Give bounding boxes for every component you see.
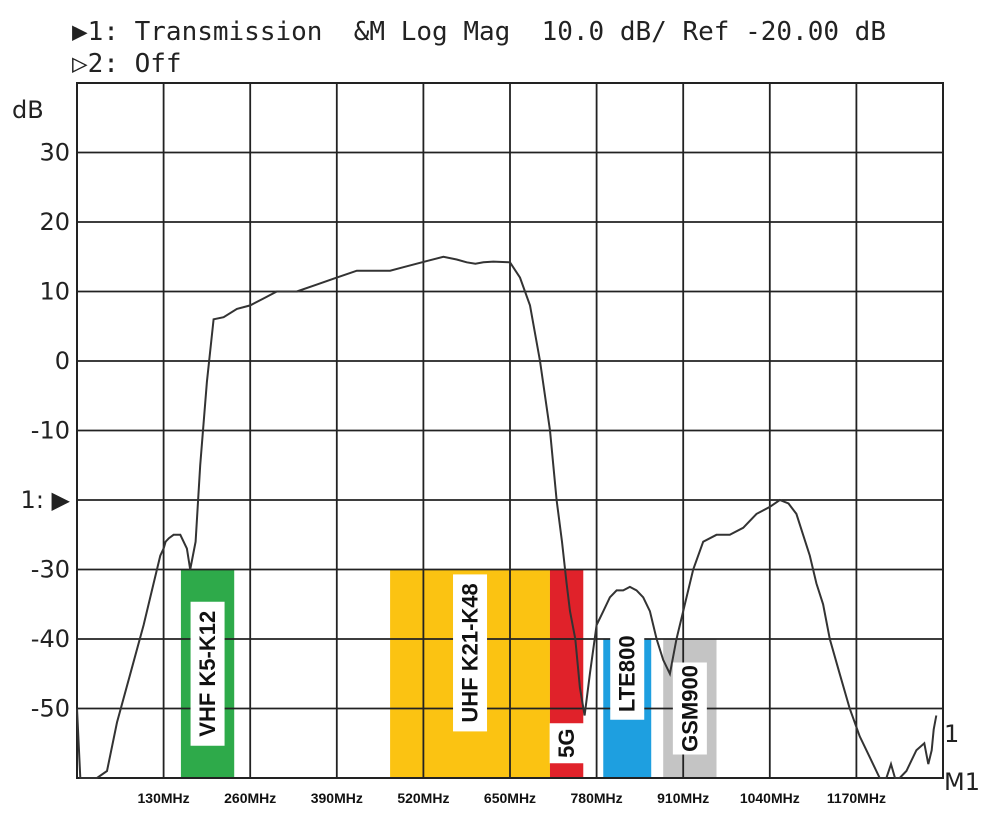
x-tick-label-4: 650MHz (484, 790, 536, 806)
band-label-text-2: 5G (554, 729, 579, 758)
trace-line-0 (76, 255, 938, 779)
band-label-4: GSM900 (672, 662, 707, 755)
y-tick-label-8: -50 (31, 695, 70, 723)
x-tick-layer: 130MHz 260MHz 390MHz 520MHz 650MHz 780MHz 910M… (138, 790, 886, 806)
trace1-header: ▶1: Transmission &M Log Mag 10.0 dB/ Ref… (72, 17, 886, 47)
band-label-0: VHF K5-K12 (190, 601, 225, 746)
band-label-box-3 (610, 627, 645, 720)
trace-layer (76, 255, 938, 779)
plot-frame (76, 82, 944, 779)
band-label-text-4: GSM900 (677, 665, 702, 752)
y-axis-label: dB (12, 96, 44, 124)
y-tick-label-3: 0 (55, 347, 70, 375)
x-tick-label-0: 130MHz (138, 790, 190, 806)
band-label-3: LTE800 (610, 627, 645, 720)
x-tick-label-5: 780MHz (571, 790, 623, 806)
y-tick-label-6: -30 (31, 556, 70, 584)
grid-layer (77, 83, 943, 779)
marker-m1-label: M1 (944, 768, 980, 796)
band-label-box-4 (672, 662, 707, 755)
x-tick-label-1: 260MHz (224, 790, 276, 806)
band-label-text-1: UHF K21-K48 (458, 583, 483, 722)
y-tick-label-0: 30 (39, 139, 70, 167)
x-tick-label-8: 1170MHz (827, 790, 886, 806)
marker-1-label: 1 (944, 720, 959, 748)
band-label-box-0 (190, 601, 225, 746)
band-label-box-1 (453, 574, 488, 732)
band-label-layer: VHF K5-K12 UHF K21-K48 5G LTE800 GSM900 (190, 574, 707, 764)
band-label-box-2 (549, 723, 584, 764)
y-tick-label-1: 20 (39, 208, 70, 236)
trace2-header: ▷2: Off (72, 49, 182, 79)
band-label-text-3: LTE800 (615, 635, 640, 712)
x-tick-label-7: 1040MHz (740, 790, 800, 806)
y-tick-label-2: 10 (39, 278, 70, 306)
y-tick-label-7: -40 (31, 625, 70, 653)
band-label-2: 5G (549, 723, 584, 764)
band-label-1: UHF K21-K48 (453, 574, 488, 732)
x-tick-label-3: 520MHz (397, 790, 449, 806)
x-tick-label-2: 390MHz (311, 790, 363, 806)
y-tick-label-4: -10 (31, 417, 70, 445)
x-tick-label-6: 910MHz (657, 790, 709, 806)
band-label-text-0: VHF K5-K12 (195, 611, 220, 737)
y-tick-layer: 30 20 10 0 -10 1: ▶ -30 -40 -50 (21, 139, 71, 723)
y-tick-label-5: 1: ▶ (21, 486, 71, 514)
